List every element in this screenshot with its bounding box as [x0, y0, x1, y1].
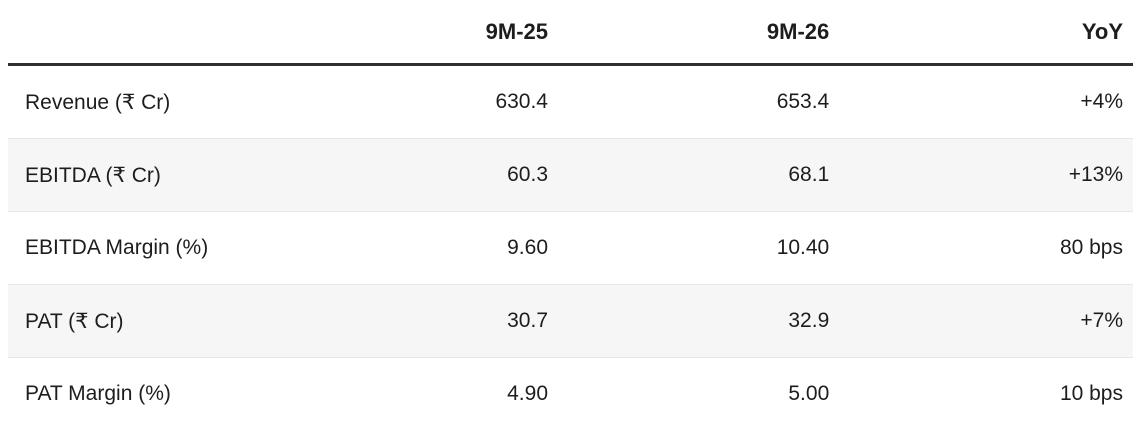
value-9m-25: 4.90 — [311, 357, 548, 430]
value-yoy: 80 bps — [829, 211, 1133, 285]
value-9m-25: 30.7 — [311, 284, 548, 358]
value-9m-25: 60.3 — [311, 138, 548, 212]
value-yoy: +4% — [1080, 90, 1123, 113]
value-9m-26: 68.1 — [548, 138, 830, 212]
table-row-ebitda-margin: EBITDA Margin (%) 9.60 10.40 80 bps — [8, 211, 1133, 285]
value-9m-26: 32.9 — [548, 284, 830, 358]
table-row-revenue: Revenue (₹ Cr) 630.4 653.4 +4% — [8, 65, 1133, 139]
table-row-ebitda: EBITDA (₹ Cr) 60.3 68.1 +13% — [8, 138, 1133, 212]
row-label: PAT Margin (%) — [8, 357, 312, 430]
table-row-pat-margin: PAT Margin (%) 4.90 5.00 10 bps — [8, 357, 1133, 430]
value-9m-26: 5.00 — [548, 357, 830, 430]
table-header: 9M-25 9M-26 YoY — [8, 0, 1133, 66]
financial-summary-table: 9M-25 9M-26 YoY Revenue (₹ Cr) 630.4 653… — [8, 0, 1133, 430]
value-yoy: +7% — [829, 284, 1133, 358]
header-metric — [8, 0, 312, 66]
row-label: EBITDA Margin (%) — [8, 211, 312, 285]
value-9m-25: 630.4 — [495, 90, 548, 113]
value-9m-26: 10.40 — [548, 211, 830, 285]
row-label: Revenue (₹ Cr) — [25, 90, 171, 114]
table-row-pat: PAT (₹ Cr) 30.7 32.9 +7% — [8, 284, 1133, 358]
header-row: 9M-25 9M-26 YoY — [8, 0, 1133, 66]
value-9m-25: 9.60 — [311, 211, 548, 285]
table-body: Revenue (₹ Cr) 630.4 653.4 +4% EBITDA (₹… — [8, 65, 1133, 430]
row-label: EBITDA (₹ Cr) — [8, 138, 312, 212]
value-9m-26: 653.4 — [776, 90, 830, 113]
value-yoy: 10 bps — [829, 357, 1133, 430]
header-yoy: YoY — [829, 0, 1133, 66]
header-9m-26: 9M-26 — [548, 0, 830, 66]
row-label: PAT (₹ Cr) — [8, 284, 312, 358]
financial-summary-table-wrap: 9M-25 9M-26 YoY Revenue (₹ Cr) 630.4 653… — [8, 0, 1133, 430]
header-9m-25: 9M-25 — [311, 0, 548, 66]
value-yoy: +13% — [829, 138, 1133, 212]
